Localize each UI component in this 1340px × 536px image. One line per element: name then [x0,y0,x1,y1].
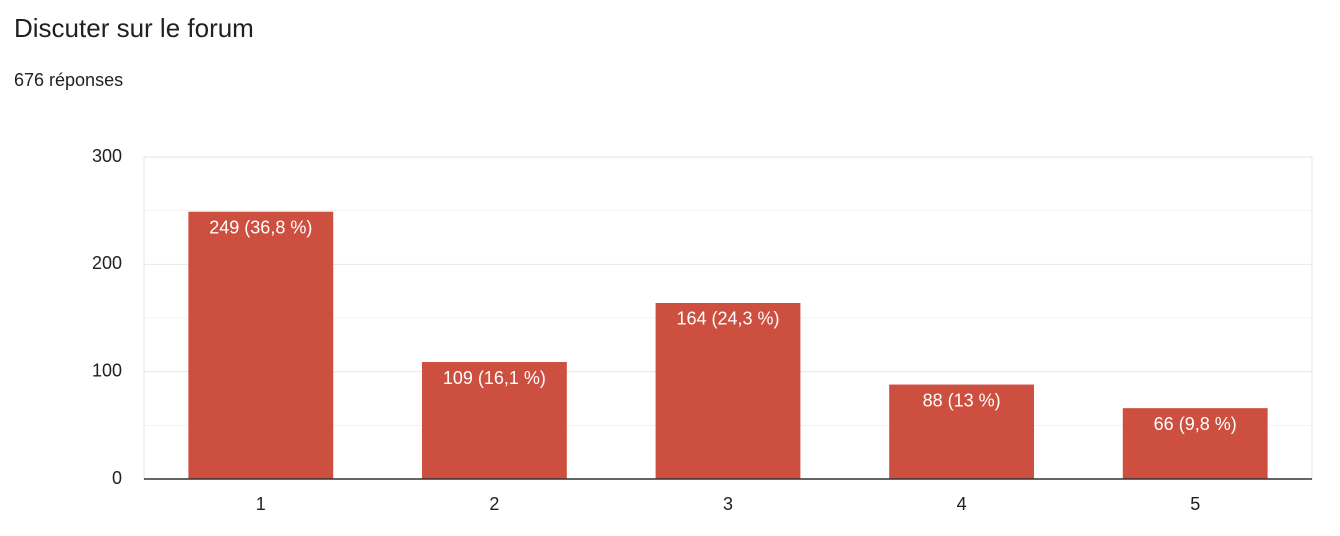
value-label: 66 (9,8 %) [1154,414,1237,434]
x-tick-label: 5 [1190,494,1200,514]
value-label: 109 (16,1 %) [443,368,546,388]
y-tick-label: 200 [92,253,122,273]
bar [188,211,334,480]
x-tick-label: 2 [489,494,499,514]
chart-subtitle: 676 réponses [14,70,123,90]
bar [1122,408,1268,479]
bar [421,362,567,479]
x-tick-label: 1 [256,494,266,514]
y-tick-label: 300 [92,146,122,166]
value-label: 88 (13 %) [923,390,1001,410]
value-label: 164 (24,3 %) [676,309,779,329]
chart-title: Discuter sur le forum [14,13,254,43]
y-tick-label: 0 [112,468,122,488]
bar [655,302,801,479]
y-tick-label: 100 [92,360,122,380]
value-label: 249 (36,8 %) [209,217,312,237]
x-tick-label: 4 [957,494,967,514]
x-tick-label: 3 [723,494,733,514]
bar [889,384,1035,479]
